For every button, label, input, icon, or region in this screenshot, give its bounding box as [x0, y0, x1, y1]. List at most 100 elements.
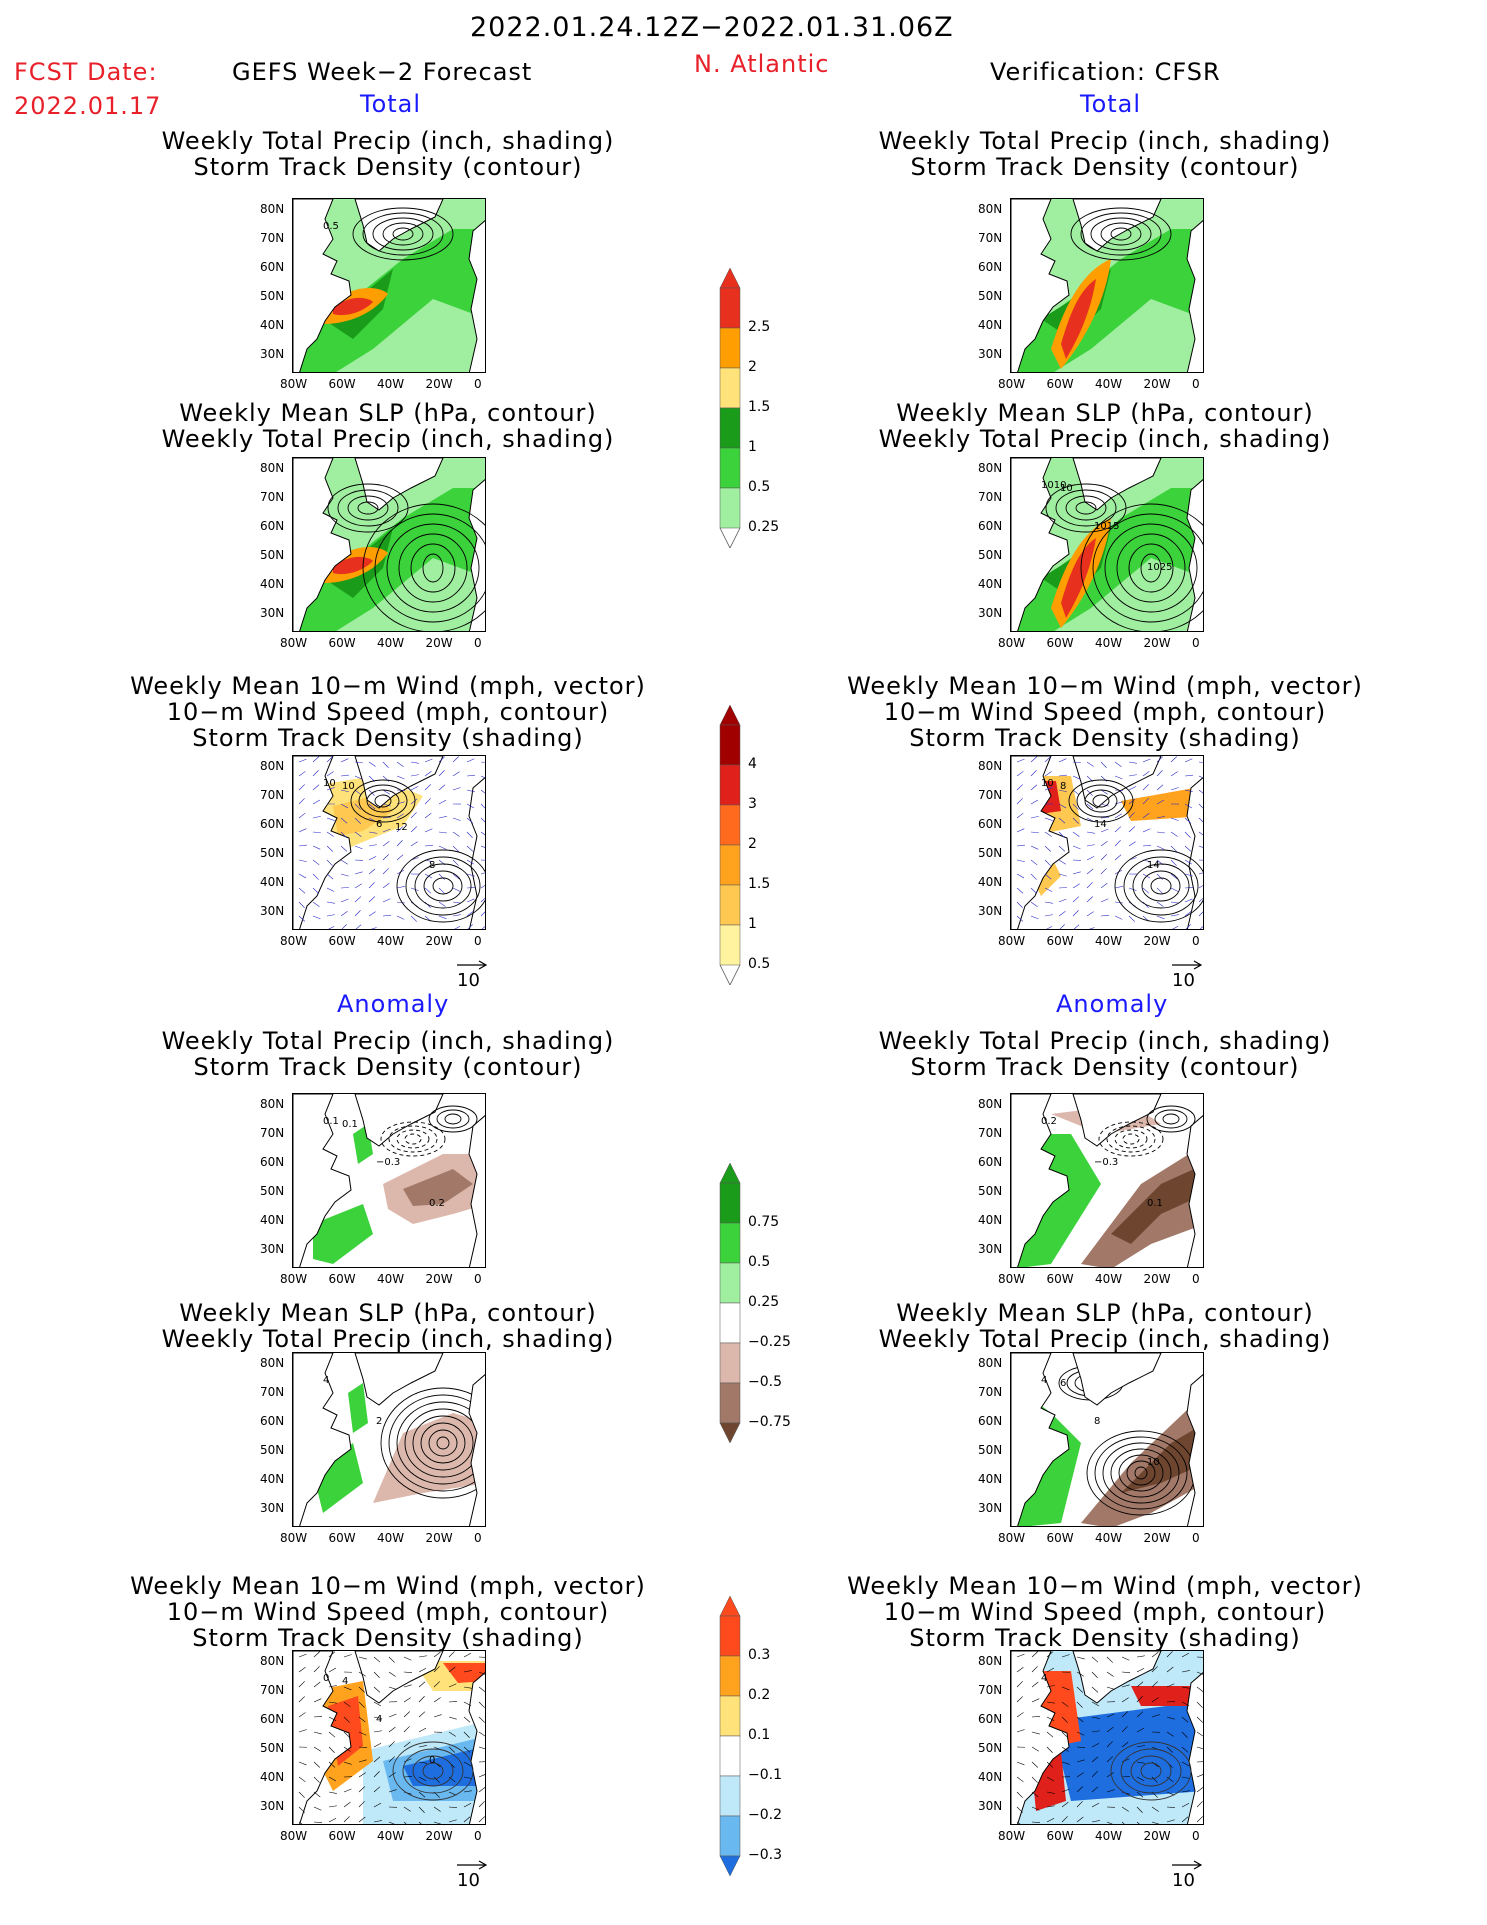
- storm-track-contour: [372, 217, 434, 251]
- wind-vector: [1156, 756, 1164, 763]
- contour-label: 0.1: [323, 1116, 339, 1127]
- wind-vector: [358, 1759, 367, 1763]
- reference-vector: 10: [1170, 960, 1204, 991]
- wind-vector: [433, 1714, 442, 1718]
- slp-isobar: [410, 543, 456, 593]
- wind-vector: [354, 883, 362, 889]
- wind-vector: [1181, 1670, 1190, 1673]
- wind-vector: [1030, 770, 1037, 777]
- wind-vector: [396, 826, 404, 833]
- wind-vector: [448, 1731, 456, 1737]
- wind-vector: [298, 798, 305, 805]
- wind-vector: [1198, 803, 1203, 809]
- wind-anom-contour: [1110, 1741, 1192, 1801]
- wind-vector: [340, 911, 348, 917]
- wind-vector: [410, 798, 418, 805]
- colorbar-swatch: [719, 1735, 741, 1777]
- lat-tick-label: 60N: [260, 519, 285, 533]
- wind-vector: [1136, 1791, 1144, 1798]
- wind-vector: [1031, 1821, 1040, 1823]
- wind-vector: [466, 817, 474, 824]
- wind-vector: [1128, 841, 1136, 847]
- storm-track-anom-contour: [444, 1113, 462, 1125]
- colorbar-label: 2: [748, 359, 757, 375]
- panel-title-r3-left: Weekly Mean 10−m Wind (mph, vector) 10−m …: [130, 672, 646, 752]
- lat-tick-label: 50N: [978, 548, 1003, 562]
- lat-tick-label: 70N: [260, 788, 285, 802]
- wind-vector: [1061, 1761, 1070, 1765]
- colorbar-swatch: [719, 407, 741, 449]
- wind-vector: [454, 925, 461, 929]
- lon-tick-label: 0: [1192, 636, 1200, 650]
- lon-tick-label: 40W: [377, 934, 405, 948]
- storm-track-contour: [1100, 222, 1142, 246]
- contour-label: 0.2: [429, 1198, 445, 1209]
- wind-vector: [312, 901, 320, 907]
- wind-anom-contour: [422, 1762, 444, 1780]
- wind-vector: [328, 1746, 335, 1753]
- wind-vector: [480, 831, 485, 836]
- wind-vector: [1156, 816, 1165, 819]
- lat-tick-label: 80N: [260, 461, 285, 475]
- colorbar-label: 0.25: [748, 519, 780, 535]
- lon-tick-label: 40W: [1095, 934, 1123, 948]
- wind-vector: [1121, 1741, 1129, 1748]
- wind-vector: [358, 1656, 367, 1660]
- wind-vector: [1061, 1788, 1070, 1793]
- wind-vector: [1181, 1816, 1189, 1823]
- wind-vector: [312, 815, 321, 819]
- wind-vector: [354, 845, 363, 850]
- wind-vector: [396, 840, 403, 847]
- wind-vector: [1072, 761, 1081, 764]
- wind-vector: [328, 1818, 337, 1823]
- shade-precip-red: [1061, 279, 1096, 359]
- wind-vector: [480, 885, 485, 889]
- lat-tick-label: 50N: [260, 1443, 285, 1457]
- contour-label: 1025: [1147, 562, 1172, 573]
- wind-vector: [448, 1666, 456, 1673]
- lat-tick-label: 50N: [260, 846, 285, 860]
- coast-north-america: [293, 756, 352, 929]
- wind-vector: [1046, 1716, 1055, 1721]
- reference-vector-label: 10: [457, 970, 480, 991]
- lon-tick-label: 20W: [1143, 934, 1171, 948]
- wind-vector: [326, 873, 334, 880]
- colorbar-label: 0.25: [748, 1294, 780, 1310]
- wind-vector: [368, 868, 376, 875]
- wind-vector: [1196, 1731, 1203, 1737]
- wind-vector: [1142, 887, 1150, 894]
- colorbar-label: 1.5: [748, 399, 771, 415]
- wind-vector: [1016, 1681, 1023, 1688]
- wind-vector: [298, 1821, 303, 1824]
- lat-tick-label: 40N: [978, 1770, 1003, 1784]
- wind-vector: [1128, 774, 1137, 777]
- wind-vector: [358, 1786, 366, 1793]
- wind-vector: [433, 1666, 440, 1673]
- wind-vector: [382, 854, 389, 861]
- wind-vector: [1136, 1806, 1143, 1813]
- shade-anom-pos: [348, 1383, 368, 1433]
- coast-north-america: [293, 1651, 352, 1824]
- wind-vector: [1170, 831, 1178, 837]
- wind-vector: [382, 841, 390, 847]
- section-total-right: Total: [1080, 90, 1142, 118]
- wind-vector: [354, 896, 362, 903]
- wind-vector: [1031, 1651, 1039, 1658]
- wind-vector: [1151, 1681, 1158, 1688]
- colorbar-swatch: [719, 1302, 741, 1344]
- wind-vector: [354, 871, 363, 875]
- wind-vector: [358, 1731, 367, 1736]
- shade-precip-mid: [293, 229, 485, 372]
- wind-speed-contour: [1068, 779, 1134, 823]
- slp-isobar: [1104, 523, 1198, 613]
- wind-vector: [424, 784, 431, 791]
- lon-tick-label: 40W: [1095, 377, 1123, 391]
- colorbar-label: 2.5: [748, 319, 771, 335]
- wind-vector: [480, 761, 485, 763]
- lat-tick-label: 50N: [260, 1741, 285, 1755]
- colorbar-label: 0.1: [748, 1727, 771, 1743]
- wind-vector: [1091, 1730, 1100, 1733]
- wind-vector: [298, 758, 307, 763]
- wind-vector: [478, 1716, 485, 1723]
- wind-vector: [328, 1776, 337, 1782]
